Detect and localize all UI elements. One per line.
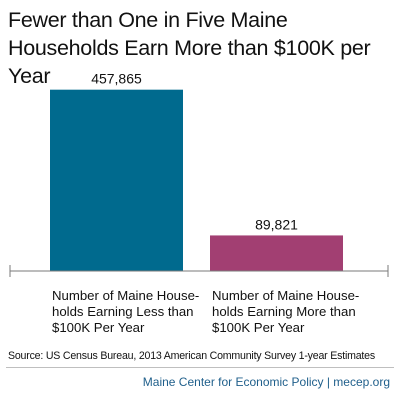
organization-credit: Maine Center for Economic Policy | mecep… <box>142 375 390 389</box>
category-label-line: $100K Per Year <box>52 320 145 335</box>
category-label-less-than-100k: Number of Maine House- holds Earning Les… <box>52 288 212 336</box>
footer-divider <box>6 367 394 368</box>
source-note: Source: US Census Bureau, 2013 American … <box>8 350 375 362</box>
category-label-line: Number of Maine House- <box>52 288 200 303</box>
category-label-line: holds Earning Less than <box>52 304 194 319</box>
category-label-line: holds Earning More than <box>212 304 356 319</box>
bar-more-than-100k <box>210 235 343 271</box>
chart-title: Fewer than One in Five Maine Households … <box>8 8 371 88</box>
bar-less-than-100k <box>50 89 183 272</box>
category-label-more-than-100k: Number of Maine House- holds Earning Mor… <box>212 288 372 336</box>
category-label-line: Number of Maine House- <box>212 288 360 303</box>
category-label-line: $100K Per Year <box>212 320 305 335</box>
bar-value-label: 457,865 <box>91 71 142 87</box>
bar-value-label: 89,821 <box>255 216 298 232</box>
